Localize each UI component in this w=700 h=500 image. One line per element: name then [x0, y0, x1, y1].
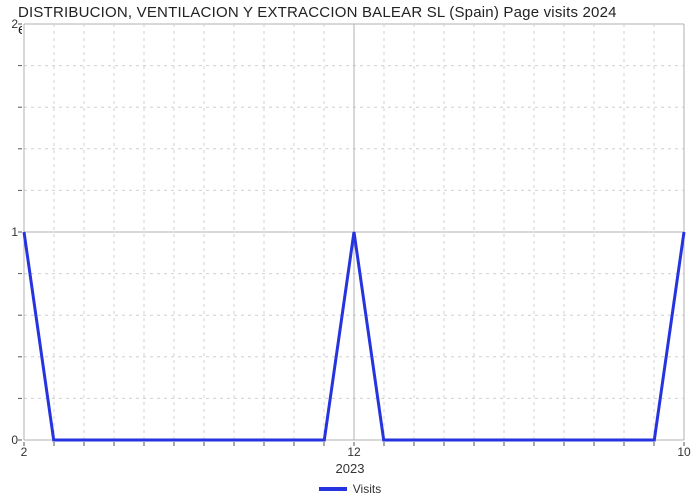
svg-text:10: 10 — [677, 445, 691, 459]
svg-text:2: 2 — [21, 445, 28, 459]
chart-svg: 01221210 — [22, 22, 686, 442]
legend: Visits — [0, 482, 700, 496]
svg-text:2: 2 — [11, 17, 18, 31]
x-axis-label: 2023 — [0, 461, 700, 476]
legend-label: Visits — [353, 482, 381, 496]
svg-text:0: 0 — [11, 433, 18, 447]
svg-text:12: 12 — [347, 445, 361, 459]
legend-swatch — [319, 487, 347, 491]
svg-text:1: 1 — [11, 225, 18, 239]
chart-plot-area: 01221210 — [22, 22, 686, 442]
chart-container: DISTRIBUCION, VENTILACION Y EXTRACCION B… — [0, 0, 700, 500]
